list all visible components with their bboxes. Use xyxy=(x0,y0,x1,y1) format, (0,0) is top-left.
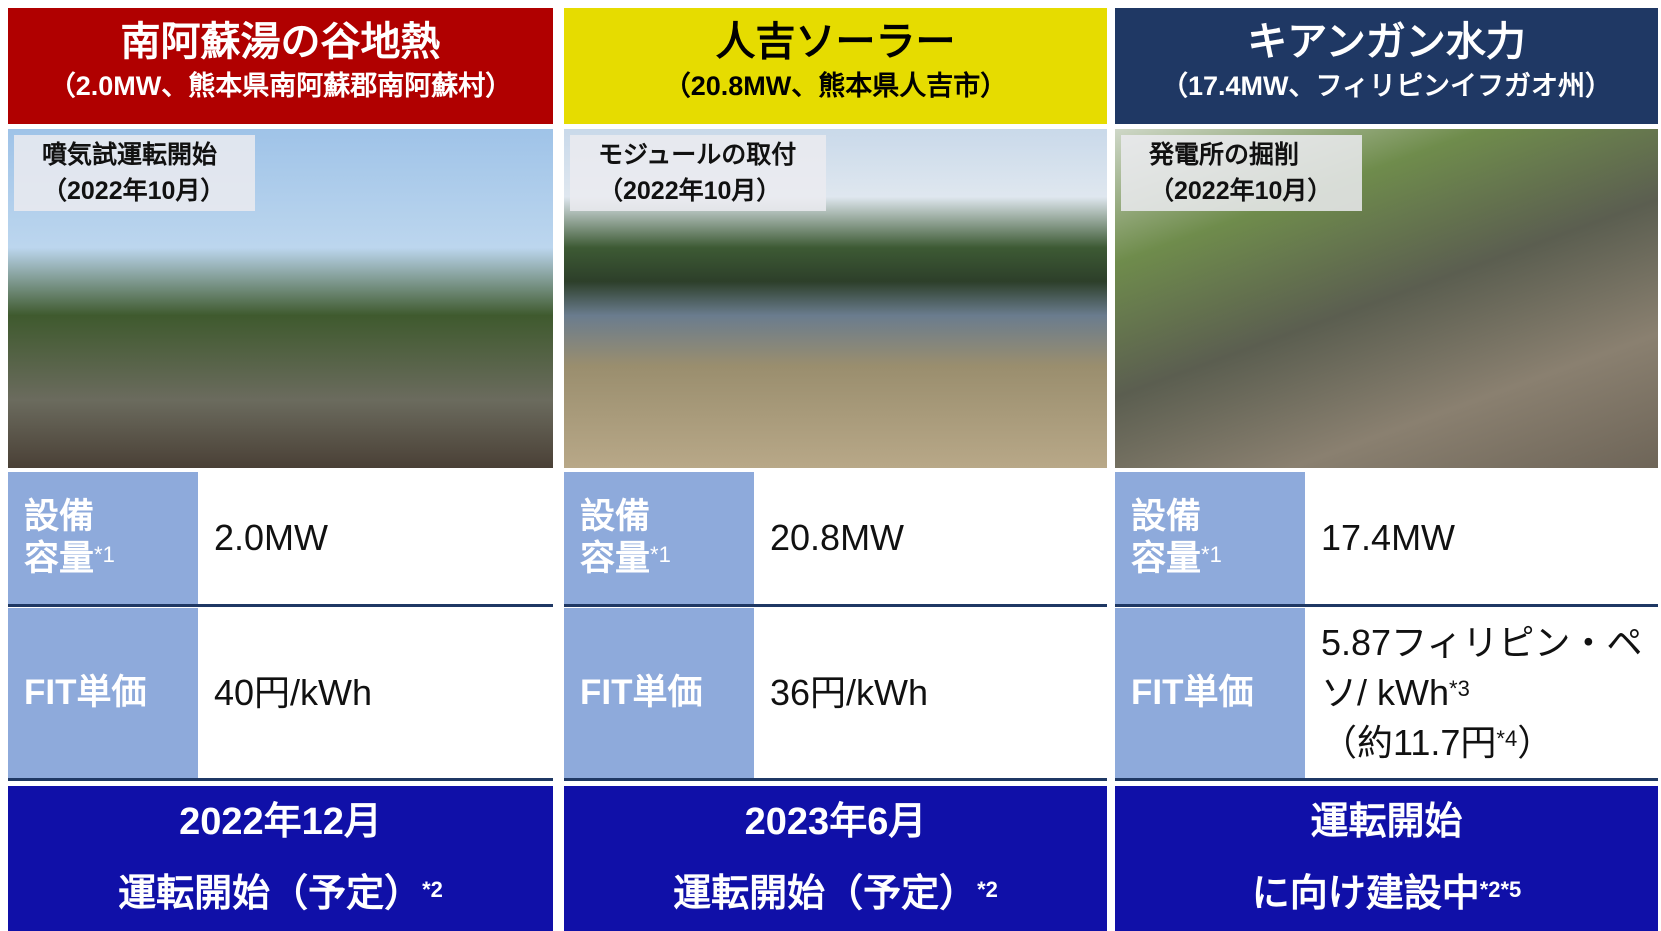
fit-value: 5.87フィリピン・ペソ/ kWh*3（約11.7円*4） xyxy=(1305,608,1658,778)
fit-text: （約11.7円 xyxy=(1321,722,1496,763)
caption-line: 噴気試運転開始 xyxy=(42,137,225,173)
status-text: 2023年6月 xyxy=(745,801,927,843)
slide: 南阿蘇湯の谷地熱（2.0MW、熊本県南阿蘇郡南阿蘇村）噴気試運転開始（2022年… xyxy=(0,0,1661,931)
photo-caption: 噴気試運転開始（2022年10月） xyxy=(14,135,255,211)
fit-label-text: FIT単価 xyxy=(1131,672,1305,714)
status-box: 2023年6月運転開始（予定）*2 xyxy=(564,786,1107,931)
label-line: 設備 xyxy=(1131,496,1305,538)
status-line: 運転開始（予定）*2 xyxy=(564,858,1107,930)
capacity-label: 設備容量*1 xyxy=(564,472,754,604)
capacity-value: 20.8MW xyxy=(754,472,1107,604)
footnote-mark: *2*5 xyxy=(1480,877,1522,902)
status-box: 2022年12月運転開始（予定）*2 xyxy=(8,786,553,931)
label-text: 設備 xyxy=(580,497,650,536)
panel-title: キアンガン水力 xyxy=(1115,18,1658,66)
label-line: 設備 xyxy=(24,496,198,538)
capacity-text: 2.0MW xyxy=(214,513,553,563)
status-line: に向け建設中*2*5 xyxy=(1115,858,1658,930)
fit-value: 40円/kWh xyxy=(198,608,553,778)
row-divider xyxy=(1115,604,1658,607)
row-divider xyxy=(1115,778,1658,781)
label-line: 容量*1 xyxy=(24,538,198,580)
caption-line: モジュールの取付 xyxy=(598,137,796,173)
panel-title: 南阿蘇湯の谷地熱 xyxy=(8,18,553,66)
label-text: 容量 xyxy=(24,539,94,578)
status-line: 2022年12月 xyxy=(8,786,553,858)
fit-label-text: FIT単価 xyxy=(580,672,754,714)
caption-line: （2022年10月） xyxy=(1149,173,1332,209)
panel-header: キアンガン水力（17.4MW、フィリピンイフガオ州） xyxy=(1115,8,1658,124)
status-text: 運転開始 xyxy=(1310,801,1462,843)
row-divider xyxy=(8,604,553,607)
capacity-text: 20.8MW xyxy=(770,513,1107,563)
label-line: 容量*1 xyxy=(580,538,754,580)
status-line: 2023年6月 xyxy=(564,786,1107,858)
fit-text: ） xyxy=(1517,722,1553,763)
fit-label: FIT単価 xyxy=(1115,608,1305,778)
fit-label-text: FIT単価 xyxy=(24,672,198,714)
fit-line: （約11.7円*4） xyxy=(1321,718,1658,768)
fit-value: 36円/kWh xyxy=(754,608,1107,778)
label-text: 容量 xyxy=(580,539,650,578)
label-line: 容量*1 xyxy=(1131,538,1305,580)
row-divider xyxy=(564,604,1107,607)
label-text: 設備 xyxy=(1131,497,1201,536)
photo: 発電所の掘削（2022年10月） xyxy=(1115,129,1658,468)
fit-text: 40円/kWh xyxy=(214,672,372,713)
panel-subtitle: （17.4MW、フィリピンイフガオ州） xyxy=(1115,66,1658,106)
fit-text: 36円/kWh xyxy=(770,672,928,713)
fit-line: 5.87フィリピン・ペ xyxy=(1321,618,1658,668)
footnote-mark: *1 xyxy=(94,542,115,567)
label-text: 設備 xyxy=(24,497,94,536)
photo-caption: モジュールの取付（2022年10月） xyxy=(570,135,826,211)
fit-label: FIT単価 xyxy=(564,608,754,778)
caption-line: （2022年10月） xyxy=(42,173,225,209)
capacity-label: 設備容量*1 xyxy=(1115,472,1305,604)
caption-line: （2022年10月） xyxy=(598,173,796,209)
panel-subtitle: （2.0MW、熊本県南阿蘇郡南阿蘇村） xyxy=(8,66,553,106)
row-divider xyxy=(8,778,553,781)
fit-label: FIT単価 xyxy=(8,608,198,778)
label-text: 容量 xyxy=(1131,539,1201,578)
footnote-mark: *4 xyxy=(1496,726,1517,751)
footnote-mark: *1 xyxy=(650,542,671,567)
panel-title: 人吉ソーラー xyxy=(564,18,1107,66)
fit-line: 36円/kWh xyxy=(770,668,1107,718)
status-line: 運転開始 xyxy=(1115,786,1658,858)
status-text: に向け建設中 xyxy=(1252,873,1480,915)
status-line: 運転開始（予定）*2 xyxy=(8,858,553,930)
fit-text: 5.87フィリピン・ペ xyxy=(1321,622,1642,663)
fit-text: ソ/ kWh xyxy=(1321,672,1449,713)
status-box: 運転開始に向け建設中*2*5 xyxy=(1115,786,1658,931)
row-divider xyxy=(564,778,1107,781)
fit-line: 40円/kWh xyxy=(214,668,553,718)
photo: モジュールの取付（2022年10月） xyxy=(564,129,1107,468)
status-text: 運転開始（予定） xyxy=(673,873,977,915)
panel-header: 南阿蘇湯の谷地熱（2.0MW、熊本県南阿蘇郡南阿蘇村） xyxy=(8,8,553,124)
footnote-mark: *3 xyxy=(1449,676,1470,701)
panel-header: 人吉ソーラー（20.8MW、熊本県人吉市） xyxy=(564,8,1107,124)
status-text: 2022年12月 xyxy=(179,801,382,843)
label-line: 設備 xyxy=(580,496,754,538)
photo-caption: 発電所の掘削（2022年10月） xyxy=(1121,135,1362,211)
capacity-label: 設備容量*1 xyxy=(8,472,198,604)
footnote-mark: *2 xyxy=(422,877,443,902)
fit-line: ソ/ kWh*3 xyxy=(1321,668,1658,718)
panel-subtitle: （20.8MW、熊本県人吉市） xyxy=(564,66,1107,106)
caption-line: 発電所の掘削 xyxy=(1149,137,1332,173)
capacity-value: 17.4MW xyxy=(1305,472,1658,604)
capacity-text: 17.4MW xyxy=(1321,513,1658,563)
capacity-value: 2.0MW xyxy=(198,472,553,604)
footnote-mark: *1 xyxy=(1201,542,1222,567)
status-text: 運転開始（予定） xyxy=(118,873,422,915)
footnote-mark: *2 xyxy=(977,877,998,902)
photo: 噴気試運転開始（2022年10月） xyxy=(8,129,553,468)
